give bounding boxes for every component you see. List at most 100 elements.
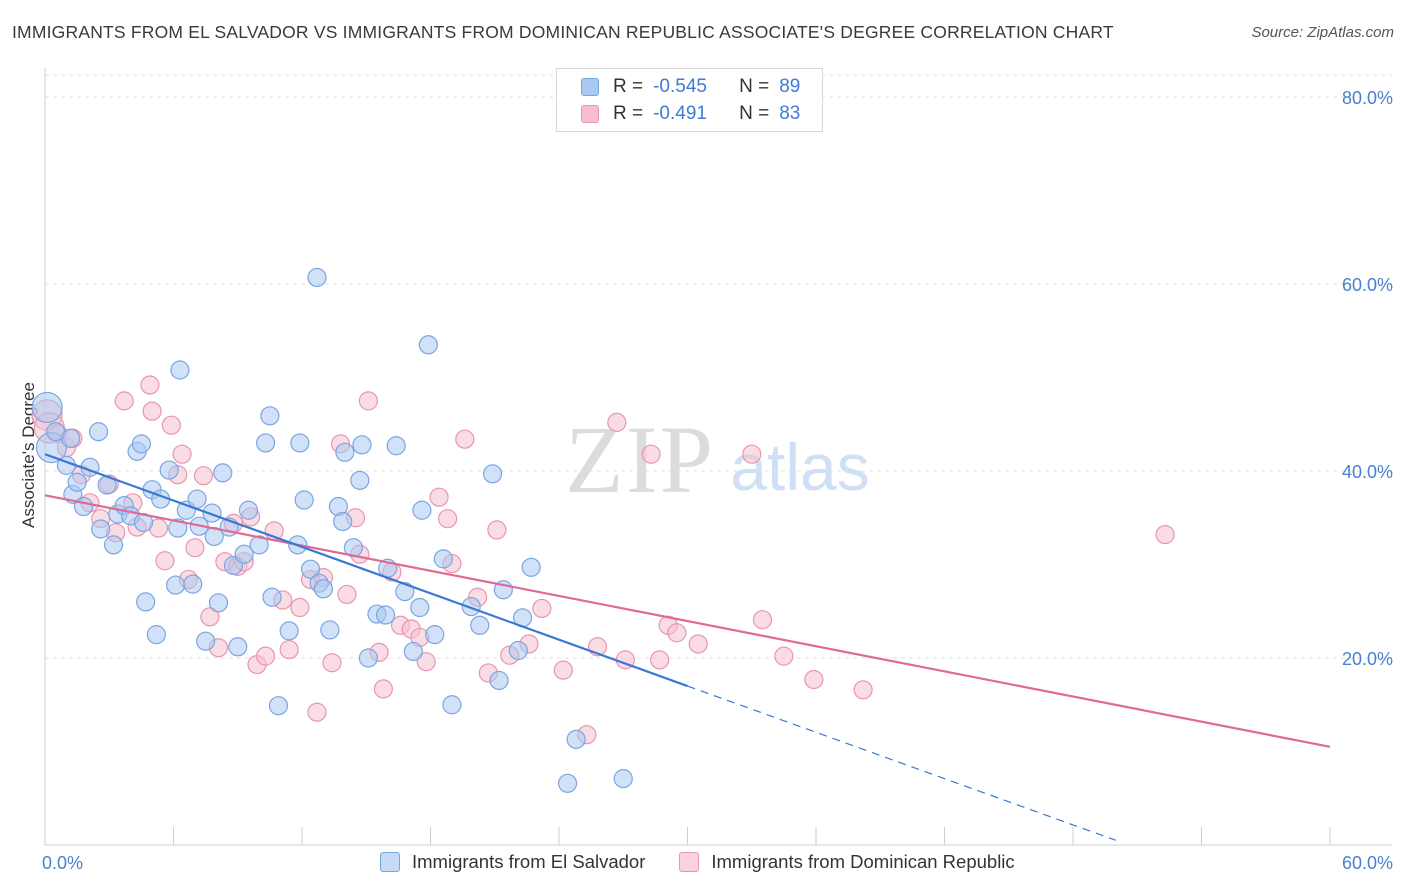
point-dominican-republic bbox=[429, 487, 449, 507]
point-el-salvador bbox=[136, 592, 156, 612]
point-dominican-republic bbox=[307, 702, 327, 722]
point-dominican-republic bbox=[853, 680, 873, 700]
point-el-salvador bbox=[433, 549, 453, 569]
point-dominican-republic bbox=[322, 653, 342, 673]
point-dominican-republic bbox=[641, 444, 661, 464]
point-dominican-republic bbox=[358, 391, 378, 411]
correlation-legend: R = -0.545 N = 89 R = -0.491 N = 83 bbox=[556, 68, 823, 132]
point-el-salvador bbox=[73, 496, 94, 517]
source-credit: Source: ZipAtlas.com bbox=[1251, 24, 1394, 41]
r-value: -0.491 bbox=[653, 103, 707, 124]
point-dominican-republic bbox=[438, 509, 458, 529]
point-el-salvador bbox=[170, 360, 190, 380]
point-el-salvador bbox=[61, 428, 81, 448]
point-el-salvador bbox=[208, 593, 229, 613]
y-tick-label: 40.0% bbox=[1342, 462, 1393, 482]
point-el-salvador bbox=[255, 433, 276, 453]
legend-label-dominican-republic: Immigrants from Dominican Republic bbox=[711, 851, 1015, 872]
trendline-el-salvador-extension bbox=[687, 685, 1117, 841]
point-dominican-republic bbox=[804, 669, 824, 690]
point-dominican-republic bbox=[688, 634, 708, 654]
point-el-salvador bbox=[159, 460, 179, 480]
n-value: 89 bbox=[779, 76, 801, 97]
point-el-salvador bbox=[202, 503, 222, 523]
n-value: 83 bbox=[779, 103, 801, 124]
y-tick-label: 20.0% bbox=[1342, 649, 1393, 669]
n-label: N = bbox=[739, 103, 770, 124]
legend-item-dominican-republic: Immigrants from Dominican Republic bbox=[679, 851, 1015, 873]
point-el-salvador bbox=[268, 696, 289, 716]
trendline-el-salvador bbox=[44, 453, 688, 688]
point-dominican-republic bbox=[1155, 524, 1175, 545]
point-el-salvador bbox=[168, 518, 188, 538]
point-el-salvador bbox=[461, 596, 481, 617]
point-dominican-republic bbox=[487, 520, 507, 540]
point-el-salvador bbox=[260, 406, 280, 426]
point-dominican-republic bbox=[161, 415, 181, 435]
n-label: N = bbox=[739, 76, 770, 97]
point-el-salvador bbox=[88, 422, 109, 442]
swatch-el-salvador bbox=[380, 852, 400, 872]
point-dominican-republic bbox=[140, 375, 160, 395]
point-el-salvador bbox=[521, 557, 541, 577]
point-el-salvador bbox=[335, 442, 355, 462]
point-el-salvador bbox=[300, 559, 321, 579]
point-el-salvador bbox=[313, 579, 334, 599]
point-el-salvador bbox=[228, 637, 248, 657]
point-dominican-republic bbox=[455, 429, 475, 449]
point-el-salvador bbox=[442, 695, 462, 715]
chart-title: IMMIGRANTS FROM EL SALVADOR VS IMMIGRANT… bbox=[12, 22, 1114, 42]
point-dominican-republic bbox=[742, 444, 762, 464]
point-el-salvador bbox=[131, 434, 151, 454]
point-el-salvador bbox=[403, 641, 423, 662]
point-dominican-republic bbox=[279, 639, 299, 660]
point-el-salvador bbox=[352, 435, 372, 455]
point-el-salvador bbox=[187, 489, 207, 509]
point-el-salvador bbox=[262, 587, 282, 607]
swatch-dominican-republic bbox=[581, 105, 599, 123]
point-el-salvador bbox=[395, 582, 415, 602]
point-el-salvador bbox=[67, 472, 87, 492]
point-el-salvador bbox=[557, 773, 578, 793]
swatch-el-salvador bbox=[581, 78, 599, 96]
point-el-salvador bbox=[146, 625, 166, 645]
legend-row-el-salvador: R = -0.545 N = 89 bbox=[581, 74, 800, 100]
point-el-salvador bbox=[508, 640, 528, 661]
watermark-zip: ZIP bbox=[565, 406, 715, 513]
point-dominican-republic bbox=[185, 538, 205, 558]
point-el-salvador bbox=[290, 433, 310, 453]
point-el-salvador bbox=[294, 490, 314, 510]
point-dominican-republic bbox=[155, 551, 175, 571]
point-dominican-republic bbox=[114, 391, 134, 411]
point-el-salvador bbox=[91, 519, 111, 539]
point-dominican-republic bbox=[532, 598, 552, 619]
point-dominican-republic bbox=[650, 650, 670, 670]
point-dominican-republic bbox=[667, 623, 687, 643]
point-dominican-republic bbox=[172, 444, 192, 464]
r-label: R = bbox=[613, 76, 644, 97]
point-el-salvador bbox=[483, 464, 503, 484]
point-dominican-republic bbox=[416, 652, 436, 672]
point-el-salvador bbox=[31, 391, 63, 424]
series-legend: Immigrants from El Salvador Immigrants f… bbox=[380, 851, 1049, 873]
point-el-salvador bbox=[234, 544, 254, 564]
point-el-salvador bbox=[238, 500, 259, 520]
watermark-atlas: atlas bbox=[730, 430, 869, 504]
point-dominican-republic bbox=[200, 607, 220, 627]
point-el-salvador bbox=[183, 574, 203, 594]
point-el-salvador bbox=[412, 500, 432, 520]
point-el-salvador bbox=[307, 267, 327, 288]
legend-row-dominican-republic: R = -0.491 N = 83 bbox=[581, 101, 800, 127]
point-el-salvador bbox=[333, 511, 353, 532]
point-el-salvador bbox=[166, 575, 186, 595]
point-el-salvador bbox=[489, 670, 509, 691]
legend-label-el-salvador: Immigrants from El Salvador bbox=[412, 851, 646, 872]
point-el-salvador bbox=[279, 621, 299, 641]
swatch-dominican-republic bbox=[679, 852, 700, 872]
point-el-salvador bbox=[470, 615, 490, 635]
point-el-salvador bbox=[566, 729, 586, 749]
point-dominican-republic bbox=[255, 646, 276, 666]
r-label: R = bbox=[613, 103, 644, 124]
point-dominican-republic bbox=[774, 646, 794, 666]
